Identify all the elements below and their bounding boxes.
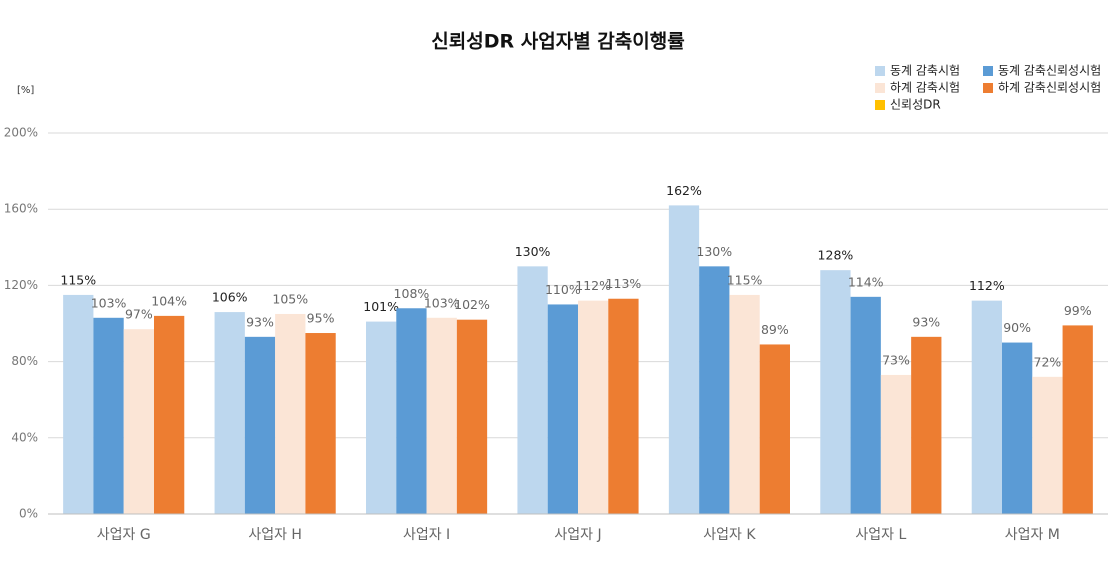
bar: [608, 298, 639, 514]
data-label: 73%: [882, 352, 910, 367]
data-label: 115%: [727, 272, 763, 287]
legend-swatch: [875, 100, 885, 110]
bar: [880, 374, 912, 514]
data-label: 102%: [454, 297, 490, 312]
y-tick-label: 0%: [19, 507, 38, 521]
x-tick-label: 사업자 J: [554, 527, 601, 543]
data-label: 115%: [60, 272, 96, 287]
legend-label: 동계 감축시험: [890, 64, 960, 78]
bar: [93, 317, 124, 514]
legend-label: 신뢰성DR: [890, 98, 941, 112]
bar: [668, 205, 700, 514]
y-tick-label: 40%: [11, 430, 38, 444]
data-label: 108%: [394, 286, 430, 301]
legend-label: 동계 감축신뢰성시험: [998, 64, 1101, 78]
data-label: 103%: [91, 295, 127, 310]
data-label: 93%: [246, 314, 274, 329]
x-tick-label: 사업자 L: [855, 527, 906, 543]
data-label: 114%: [848, 274, 884, 289]
data-label: 89%: [761, 322, 789, 337]
legend-label: 하계 감축신뢰성시험: [998, 81, 1101, 95]
bar: [911, 336, 942, 514]
y-tick-label: 160%: [4, 202, 38, 216]
bar: [517, 266, 548, 514]
legend-label: 하계 감축시험: [890, 81, 960, 95]
data-label: 130%: [515, 244, 551, 259]
x-tick-label: 사업자 I: [403, 527, 450, 543]
data-label: 93%: [912, 314, 940, 329]
data-label: 95%: [307, 311, 335, 326]
data-label: 112%: [575, 278, 611, 293]
bar: [971, 300, 1002, 514]
data-label: 112%: [969, 278, 1005, 293]
bar: [759, 344, 790, 514]
bar: [214, 312, 245, 514]
data-label: 101%: [363, 299, 399, 314]
y-tick-label: 80%: [11, 354, 38, 368]
chart-title: 신뢰성DR 사업자별 감축이행률: [431, 31, 684, 53]
data-label: 99%: [1064, 303, 1092, 318]
bar: [820, 270, 851, 514]
legend-swatch: [875, 83, 885, 93]
legend-swatch: [875, 66, 885, 76]
bar: [699, 266, 730, 514]
data-label: 130%: [696, 244, 732, 259]
data-label: 106%: [212, 290, 248, 305]
data-label: 113%: [606, 276, 642, 291]
x-tick-label: 사업자 M: [1005, 527, 1060, 543]
data-label: 97%: [125, 307, 153, 322]
y-unit: [%]: [17, 85, 34, 96]
bar: [426, 317, 457, 514]
data-label: 110%: [545, 282, 581, 297]
data-label: 103%: [424, 295, 460, 310]
bar: [1002, 342, 1033, 514]
data-label: 90%: [1003, 320, 1031, 335]
bar: [305, 333, 336, 514]
x-tick-label: 사업자 K: [703, 527, 756, 543]
bar: [154, 315, 185, 514]
bar: [63, 294, 94, 514]
bar: [850, 296, 881, 514]
bar: [396, 308, 427, 514]
bar: [547, 304, 578, 514]
data-label: 72%: [1034, 354, 1062, 369]
bar: [244, 336, 276, 514]
legend-swatch: [983, 83, 993, 93]
bar: [366, 321, 397, 514]
data-label: 104%: [151, 293, 187, 308]
data-label: 128%: [818, 248, 854, 263]
bar: [578, 300, 609, 514]
y-tick-label: 120%: [4, 278, 38, 292]
bar: [123, 329, 154, 514]
legend-swatch: [983, 66, 993, 76]
bar: [456, 319, 488, 514]
x-tick-label: 사업자 H: [248, 527, 302, 543]
bar: [1032, 376, 1063, 514]
x-tick-label: 사업자 G: [97, 527, 151, 543]
bar: [729, 294, 760, 514]
data-label: 162%: [666, 183, 702, 198]
bar: [275, 313, 306, 514]
bar: [1062, 325, 1093, 514]
y-tick-label: 200%: [4, 126, 38, 140]
data-label: 105%: [272, 291, 308, 306]
